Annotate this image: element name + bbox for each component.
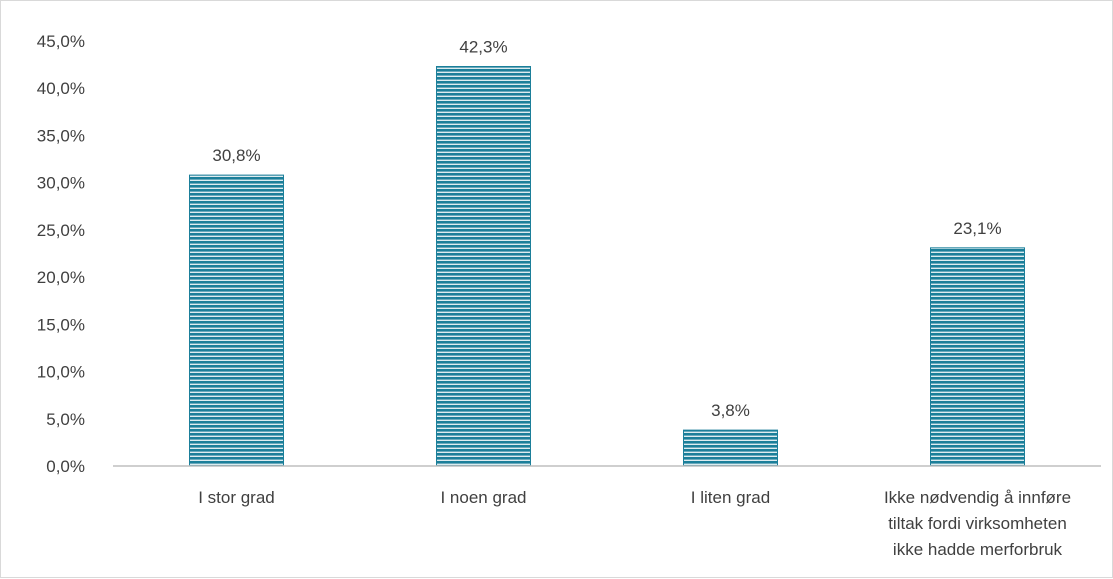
- data-label: 23,1%: [953, 219, 1001, 238]
- bar: [436, 66, 531, 467]
- y-tick-label: 15,0%: [37, 315, 85, 334]
- y-tick-label: 25,0%: [37, 221, 85, 240]
- category-label: tiltak fordi virksomheten: [888, 514, 1067, 533]
- y-tick-label: 45,0%: [37, 32, 85, 51]
- data-label: 42,3%: [459, 38, 507, 57]
- y-axis-tick-labels: 0,0% 5,0% 10,0% 15,0% 20,0% 25,0% 30,0% 35,0% 40…: [37, 32, 85, 476]
- category-label: I noen grad: [440, 488, 526, 507]
- bar: [930, 247, 1025, 467]
- data-label: 3,8%: [711, 401, 750, 420]
- x-axis-category-labels: I stor grad I noen grad I liten grad Ikke n…: [198, 488, 1071, 559]
- category-label: I liten grad: [691, 488, 770, 507]
- bar: [683, 429, 778, 467]
- category-label: ikke hadde merforbruk: [893, 540, 1063, 559]
- y-tick-label: 0,0%: [46, 457, 85, 476]
- y-tick-label: 30,0%: [37, 174, 85, 193]
- bars: [189, 66, 1025, 467]
- y-tick-label: 20,0%: [37, 268, 85, 287]
- y-tick-label: 35,0%: [37, 126, 85, 145]
- y-tick-label: 10,0%: [37, 363, 85, 382]
- data-label: 30,8%: [212, 146, 260, 165]
- data-labels: 30,8% 42,3% 3,8% 23,1%: [212, 38, 1001, 421]
- y-tick-label: 40,0%: [37, 79, 85, 98]
- category-label: Ikke nødvendig å innføre: [884, 488, 1071, 507]
- category-label: I stor grad: [198, 488, 275, 507]
- bar: [189, 174, 284, 467]
- y-tick-label: 5,0%: [46, 410, 85, 429]
